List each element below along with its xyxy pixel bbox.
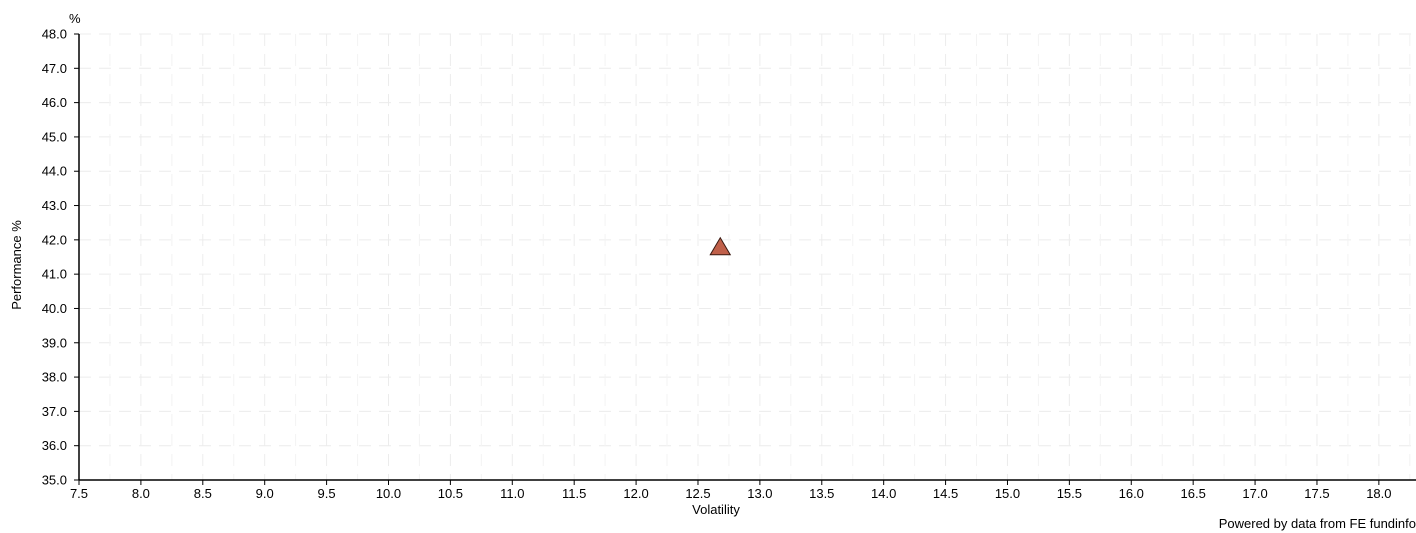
x-axis-ticks: 7.5 8.0 8.5 9.0 9.5 10.0 10.5 11.0 11.5 12.0 12.5 1… — [70, 480, 1392, 501]
y-tick-label: 41.0 — [42, 267, 67, 282]
x-tick-label: 13.0 — [747, 486, 772, 501]
x-tick-label: 9.5 — [318, 486, 336, 501]
x-tick-label: 16.5 — [1181, 486, 1206, 501]
x-tick-label: 10.0 — [376, 486, 401, 501]
y-axis-ticks: 35.0 36.0 37.0 38.0 39.0 40.0 41.0 42.0 43.0 44.0… — [42, 27, 79, 488]
x-tick-label: 12.5 — [685, 486, 710, 501]
y-tick-label: 45.0 — [42, 129, 67, 144]
data-credit: Powered by data from FE fundinfo — [1218, 516, 1416, 531]
y-tick-label: 44.0 — [42, 164, 67, 179]
x-tick-label: 15.0 — [995, 486, 1020, 501]
x-tick-label: 18.0 — [1366, 486, 1391, 501]
x-axis-title: Volatility — [692, 502, 740, 517]
x-tick-label: 11.5 — [562, 486, 586, 501]
x-tick-label: 14.5 — [933, 486, 958, 501]
x-tick-label: 15.5 — [1057, 486, 1082, 501]
x-tick-label: 9.0 — [256, 486, 274, 501]
grid — [78, 33, 1416, 481]
y-tick-label: 39.0 — [42, 335, 67, 350]
x-tick-label: 16.0 — [1119, 486, 1144, 501]
x-tick-label: 17.5 — [1304, 486, 1329, 501]
y-tick-label: 47.0 — [42, 61, 67, 76]
y-tick-label: 40.0 — [42, 301, 67, 316]
data-points — [709, 236, 732, 256]
x-tick-label: 8.5 — [194, 486, 212, 501]
x-tick-label: 7.5 — [70, 486, 88, 501]
x-tick-label: 8.0 — [132, 486, 150, 501]
x-tick-label: 13.5 — [809, 486, 834, 501]
y-tick-label: 42.0 — [42, 232, 67, 247]
y-tick-label: 48.0 — [42, 27, 67, 42]
y-tick-label: 36.0 — [42, 438, 67, 453]
x-tick-label: 12.0 — [623, 486, 648, 501]
y-tick-label: 43.0 — [42, 198, 67, 213]
y-tick-label: 46.0 — [42, 95, 67, 110]
y-axis-unit: % — [69, 11, 81, 26]
x-tick-label: 17.0 — [1242, 486, 1267, 501]
data-point-triangle — [709, 236, 732, 256]
y-tick-label: 37.0 — [42, 404, 67, 419]
x-tick-label: 11.0 — [500, 486, 524, 501]
y-axis-title: Performance % — [9, 220, 24, 310]
y-tick-label: 38.0 — [42, 370, 67, 385]
x-tick-label: 14.0 — [871, 486, 896, 501]
x-tick-label: 10.5 — [438, 486, 463, 501]
y-tick-label: 35.0 — [42, 473, 67, 488]
